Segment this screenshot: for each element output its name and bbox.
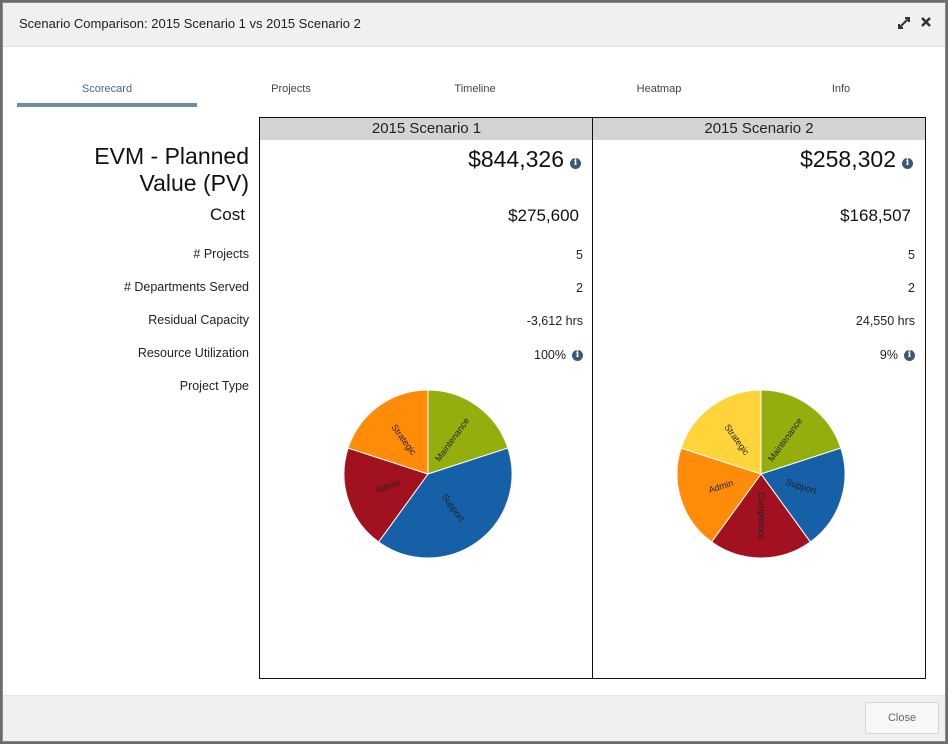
tab-bar: Scorecard Projects Timeline Heatmap Info xyxy=(17,75,937,107)
scenario-1-residual: -3,612 hrs xyxy=(526,314,583,328)
scenario-2-departments: 2 xyxy=(908,281,915,295)
close-icon[interactable] xyxy=(917,15,935,33)
scenario-2-pv-value: $258,302 xyxy=(800,146,896,172)
pie-slice-support xyxy=(377,447,513,559)
scenario-1-utilization: 100% i xyxy=(534,348,583,362)
dialog-title: Scenario Comparison: 2015 Scenario 1 vs … xyxy=(19,16,361,31)
scenario-2-cost: $168,507 xyxy=(840,206,911,225)
scenario-1-utilization-value: 100% xyxy=(534,348,566,362)
scenario-1-header: 2015 Scenario 1 xyxy=(260,118,593,140)
scenario-2-utilization: 9% i xyxy=(880,348,915,362)
dialog-header: Scenario Comparison: 2015 Scenario 1 vs … xyxy=(3,3,945,47)
pie-label-compliance: Compliance xyxy=(757,492,767,540)
scenario-1-pv: $844,326 i xyxy=(468,146,581,173)
pie-slice-support xyxy=(760,447,846,543)
label-project-type: Project Type xyxy=(179,379,249,393)
scenario-2-projects: 5 xyxy=(908,248,915,262)
tab-timeline[interactable]: Timeline xyxy=(454,83,496,95)
info-icon[interactable]: i xyxy=(570,158,581,169)
pie-slice-strategic xyxy=(680,389,762,475)
scenario-2-utilization-value: 9% xyxy=(879,348,898,362)
tab-scorecard[interactable]: Scorecard xyxy=(17,75,197,107)
tab-info[interactable]: Info xyxy=(831,83,851,95)
pie-slice-maintenance xyxy=(760,389,842,475)
scenario-2-header: 2015 Scenario 2 xyxy=(593,118,925,140)
info-icon[interactable]: i xyxy=(902,158,913,169)
tab-projects[interactable]: Projects xyxy=(271,83,311,95)
pie-slice-strategic xyxy=(347,389,429,475)
scenario-2-column: 2015 Scenario 2 $258,302 i $168,507 5 2 2… xyxy=(592,117,926,679)
pie-slice-admin xyxy=(343,447,429,543)
label-pv-line1: EVM - Planned xyxy=(94,143,249,169)
pie-slice-compliance xyxy=(710,473,812,559)
scenario-1-cost: $275,600 xyxy=(508,206,579,225)
label-resource-utilization: Resource Utilization xyxy=(137,346,249,360)
info-icon[interactable]: i xyxy=(572,350,583,361)
scenario-1-pv-value: $844,326 xyxy=(468,146,564,172)
dialog-footer: Close xyxy=(3,695,945,741)
scenario-1-column: 2015 Scenario 1 $844,326 i $275,600 5 2 -… xyxy=(259,117,594,679)
label-projects: # Projects xyxy=(193,247,249,261)
label-departments: # Departments Served xyxy=(123,280,249,294)
pie-slice-maintenance xyxy=(427,389,509,475)
label-cost: Cost xyxy=(210,205,245,224)
pie-slice-admin xyxy=(676,447,762,543)
tab-heatmap[interactable]: Heatmap xyxy=(636,83,682,95)
scenario-2-residual: 24,550 hrs xyxy=(855,314,915,328)
expand-icon[interactable] xyxy=(895,15,913,33)
close-button[interactable]: Close xyxy=(865,702,939,734)
label-residual-capacity: Residual Capacity xyxy=(148,313,249,327)
scenario-1-departments: 2 xyxy=(576,281,583,295)
scenario-2-pv: $258,302 i xyxy=(800,146,913,173)
label-pv-line2: Value (PV) xyxy=(139,170,249,196)
scenario-2-project-type-pie: MaintenanceSupportComplianceAdminStrateg… xyxy=(676,389,846,559)
info-icon[interactable]: i xyxy=(904,350,915,361)
scenario-1-projects: 5 xyxy=(576,248,583,262)
